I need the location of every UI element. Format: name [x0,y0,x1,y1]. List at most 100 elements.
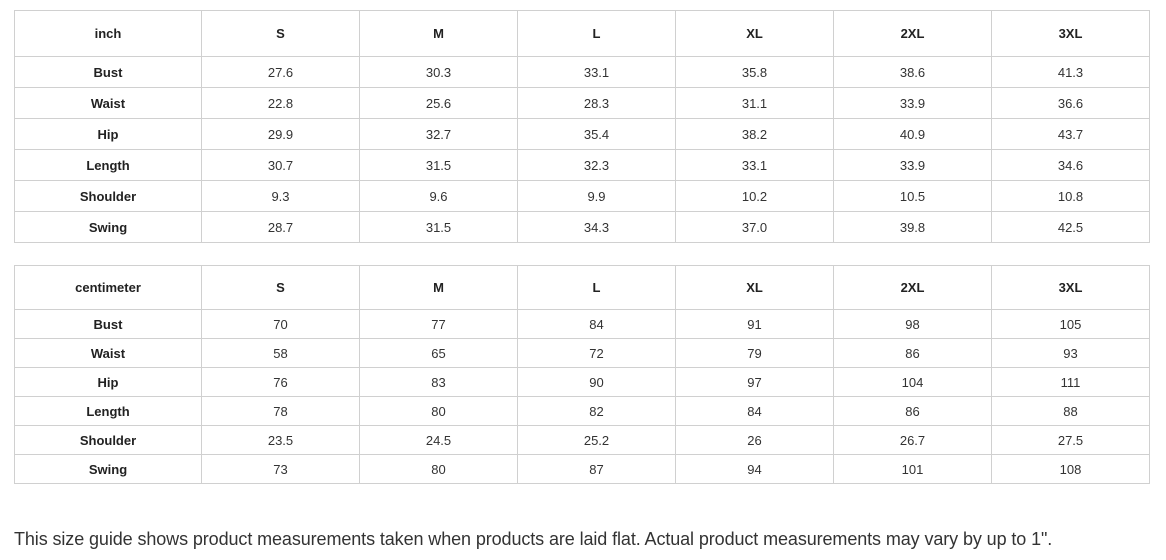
measurement-value: 9.3 [201,180,360,212]
measurement-label: Waist [14,87,202,119]
measurement-value: 9.6 [359,180,518,212]
table-row: Hip 29.9 32.7 35.4 38.2 40.9 43.7 [14,118,1150,150]
size-header: M [359,265,518,310]
measurement-value: 9.9 [517,180,676,212]
measurement-value: 26 [675,425,834,455]
measurement-value: 37.0 [675,211,834,243]
measurement-value: 35.8 [675,56,834,88]
measurement-label: Waist [14,338,202,368]
measurement-value: 26.7 [833,425,992,455]
measurement-value: 40.9 [833,118,992,150]
measurement-value: 36.6 [991,87,1150,119]
measurement-value: 104 [833,367,992,397]
measurement-value: 25.6 [359,87,518,119]
measurement-label: Hip [14,367,202,397]
size-header: 2XL [833,10,992,57]
measurement-value: 91 [675,309,834,339]
measurement-value: 84 [517,309,676,339]
measurement-value: 31.5 [359,149,518,181]
measurement-value: 83 [359,367,518,397]
measurement-value: 33.1 [675,149,834,181]
measurement-value: 41.3 [991,56,1150,88]
measurement-value: 88 [991,396,1150,426]
measurement-value: 32.3 [517,149,676,181]
measurement-label: Length [14,149,202,181]
measurement-value: 101 [833,454,992,484]
table-row: Waist 58 65 72 79 86 93 [14,338,1150,368]
measurement-value: 22.8 [201,87,360,119]
measurement-value: 29.9 [201,118,360,150]
measurement-value: 97 [675,367,834,397]
measurement-value: 39.8 [833,211,992,243]
measurement-value: 30.7 [201,149,360,181]
measurement-label: Bust [14,56,202,88]
measurement-value: 32.7 [359,118,518,150]
measurement-value: 10.2 [675,180,834,212]
header-row: inch S M L XL 2XL 3XL [14,10,1150,57]
header-row: centimeter S M L XL 2XL 3XL [14,265,1150,310]
unit-header: centimeter [14,265,202,310]
measurement-label: Hip [14,118,202,150]
measurement-value: 58 [201,338,360,368]
measurement-value: 90 [517,367,676,397]
measurement-value: 25.2 [517,425,676,455]
table-row: Swing 28.7 31.5 34.3 37.0 39.8 42.5 [14,211,1150,243]
measurement-value: 73 [201,454,360,484]
measurement-value: 77 [359,309,518,339]
measurement-value: 78 [201,396,360,426]
measurement-value: 10.8 [991,180,1150,212]
measurement-value: 65 [359,338,518,368]
measurement-value: 84 [675,396,834,426]
measurement-value: 98 [833,309,992,339]
measurement-value: 35.4 [517,118,676,150]
measurement-value: 86 [833,338,992,368]
size-header: 3XL [991,10,1150,57]
size-header: M [359,10,518,57]
size-header: L [517,10,676,57]
measurement-value: 28.3 [517,87,676,119]
measurement-value: 24.5 [359,425,518,455]
measurement-value: 80 [359,396,518,426]
table-row: Waist 22.8 25.6 28.3 31.1 33.9 36.6 [14,87,1150,119]
measurement-value: 86 [833,396,992,426]
size-header: 2XL [833,265,992,310]
table-row: Length 78 80 82 84 86 88 [14,396,1150,426]
table-row: Bust 70 77 84 91 98 105 [14,309,1150,339]
table-row: Shoulder 9.3 9.6 9.9 10.2 10.5 10.8 [14,180,1150,212]
size-table-centimeter: centimeter S M L XL 2XL 3XL Bust 70 77 84 91 98 105 Wa… [14,265,1150,484]
measurement-value: 111 [991,367,1150,397]
measurement-value: 79 [675,338,834,368]
measurement-value: 33.1 [517,56,676,88]
measurement-label: Length [14,396,202,426]
measurement-value: 27.5 [991,425,1150,455]
measurement-value: 30.3 [359,56,518,88]
table-row: Shoulder 23.5 24.5 25.2 26 26.7 27.5 [14,425,1150,455]
measurement-value: 38.6 [833,56,992,88]
table-row: Swing 73 80 87 94 101 108 [14,454,1150,484]
size-header: XL [675,265,834,310]
measurement-value: 43.7 [991,118,1150,150]
measurement-value: 34.6 [991,149,1150,181]
size-guide-note: This size guide shows product measuremen… [14,529,1053,549]
size-header: S [201,265,360,310]
measurement-value: 80 [359,454,518,484]
table-row: Length 30.7 31.5 32.3 33.1 33.9 34.6 [14,149,1150,181]
size-table-inch: inch S M L XL 2XL 3XL Bust 27.6 30.3 33.1 35.8 38.6 4… [14,10,1150,243]
measurement-value: 31.1 [675,87,834,119]
measurement-value: 38.2 [675,118,834,150]
measurement-value: 33.9 [833,87,992,119]
measurement-value: 70 [201,309,360,339]
measurement-value: 34.3 [517,211,676,243]
measurement-value: 31.5 [359,211,518,243]
unit-header: inch [14,10,202,57]
measurement-value: 82 [517,396,676,426]
size-header: XL [675,10,834,57]
measurement-value: 108 [991,454,1150,484]
size-header: 3XL [991,265,1150,310]
table-row: Bust 27.6 30.3 33.1 35.8 38.6 41.3 [14,56,1150,88]
measurement-label: Swing [14,454,202,484]
measurement-value: 23.5 [201,425,360,455]
measurement-label: Shoulder [14,180,202,212]
measurement-label: Bust [14,309,202,339]
measurement-value: 42.5 [991,211,1150,243]
